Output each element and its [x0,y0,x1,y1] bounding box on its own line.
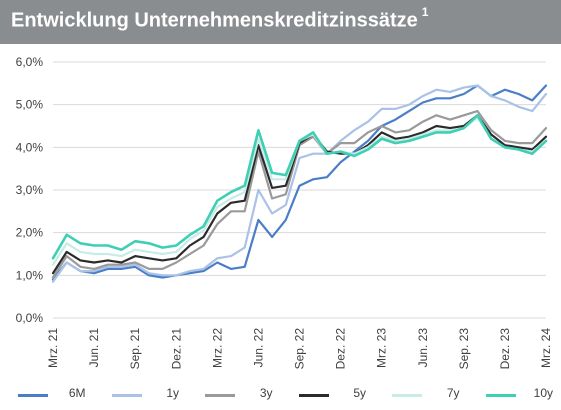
x-tick-label: Sep. 23 [457,328,471,370]
y-tick-label: 6,0% [16,55,44,69]
x-tick-label: Mrz. 24 [539,328,553,368]
series-line-1y [51,84,548,283]
series-lines [51,84,548,283]
legend-label: 10y [533,386,553,400]
y-tick-label: 2,0% [16,226,44,240]
x-axis-ticks: Mrz. 21 Jun. 21 Sep. 21 Dez. 21 Mrz. 22 Jun. … [46,328,553,370]
legend-label: 1y [166,386,179,400]
y-tick-label: 5,0% [16,98,44,112]
legend-item-6m: 6M [18,384,86,406]
legend-swatch [18,394,48,397]
chart-title-text: Entwicklung Unternehmenskreditzinssätze [11,9,418,32]
x-tick-label: Jun. 22 [251,328,265,368]
legend-swatch [485,394,516,397]
legend-swatch [111,394,142,397]
x-tick-label: Dez. 23 [498,328,512,370]
title-footnote: 1 [421,5,429,19]
legend-label: 7y [446,386,460,400]
legend-item-7y: 7y [392,384,460,406]
legend-swatch [392,394,422,397]
y-tick-label: 4,0% [16,140,44,154]
x-tick-label: Dez. 22 [334,328,348,370]
legend-item-1y: 1y [111,384,179,406]
x-tick-label: Jun. 23 [416,328,430,368]
chart-header: Entwicklung Unternehmenskreditzinssätze 1 [0,0,561,44]
y-axis-ticks: 0,0% 1,0% 2,0% 3,0% 4,0% 5,0% 6,0% [16,55,44,325]
line-chart: 0,0% 1,0% 2,0% 3,0% 4,0% 5,0% 6,0% Mrz. 21 Jun.… [16,55,553,370]
legend-label: 5y [353,386,366,400]
x-tick-label: Mrz. 23 [375,328,389,368]
legend-label: 6M [68,386,86,400]
x-tick-label: Sep. 22 [293,328,307,370]
x-tick-label: Mrz. 21 [46,328,60,368]
y-tick-label: 1,0% [16,268,44,282]
legend-label: 3y [259,386,273,400]
y-tick-label: 3,0% [16,183,44,197]
legend-item-10y: 10y [485,384,553,406]
y-tick-label: 0,0% [16,311,44,325]
series-line-5y [51,114,548,275]
legend-item-3y: 3y [205,384,273,406]
chart-title: Entwicklung Unternehmenskreditzinssätze 1 [11,5,429,33]
x-tick-label: Jun. 21 [87,328,101,368]
legend-swatch [205,394,235,397]
series-line-6m [51,84,548,281]
x-tick-label: Sep. 21 [128,328,142,370]
legend-swatch [298,394,329,397]
x-tick-label: Mrz. 22 [210,328,224,368]
grid-lines [53,61,546,319]
series-line-10y [51,114,548,260]
x-tick-label: Dez. 21 [169,328,183,370]
legend-item-5y: 5y [298,384,366,406]
chart-legend: 6M 1y 3y 5y 7y 10y [0,384,561,406]
